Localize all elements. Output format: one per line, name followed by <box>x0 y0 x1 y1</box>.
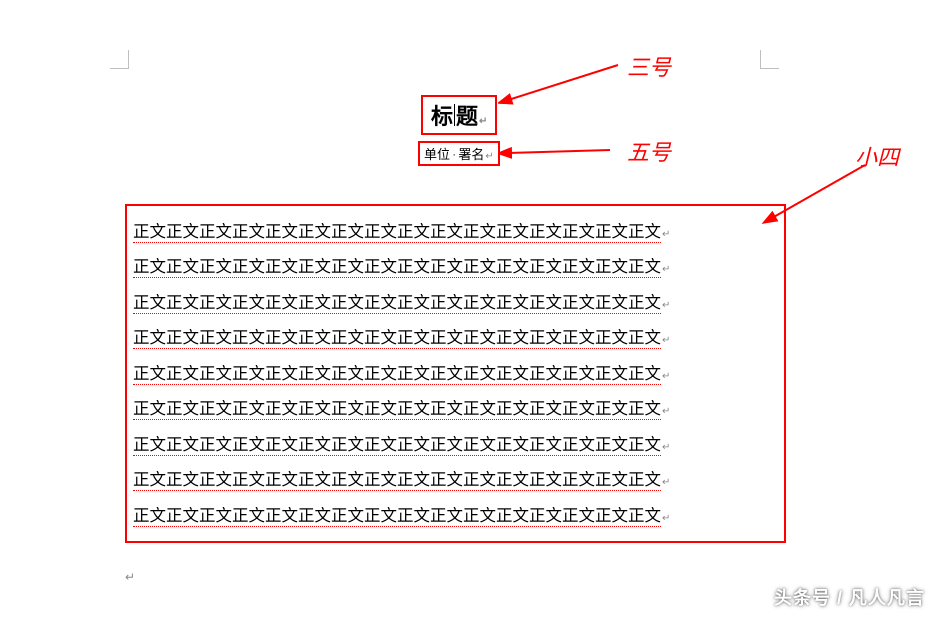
title-text-before: 标 <box>431 104 453 129</box>
paragraph-mark: ↵ <box>662 477 670 488</box>
byline-right: 署名 <box>458 147 484 162</box>
byline-box: 单位 · 署名↵ <box>418 141 500 166</box>
body-line-text: 正文正文正文正文正文正文正文正文正文正文正文正文正文正文正文正文 <box>133 435 661 456</box>
paragraph-mark-end: ↵ <box>125 570 135 584</box>
byline-left: 单位 <box>424 147 450 162</box>
body-line: 正文正文正文正文正文正文正文正文正文正文正文正文正文正文正文正文↵ <box>133 427 778 462</box>
body-line: 正文正文正文正文正文正文正文正文正文正文正文正文正文正文正文正文↵ <box>133 320 778 355</box>
body-line: 正文正文正文正文正文正文正文正文正文正文正文正文正文正文正文正文↵ <box>133 356 778 391</box>
body-line: 正文正文正文正文正文正文正文正文正文正文正文正文正文正文正文正文↵ <box>133 391 778 426</box>
body-line-text: 正文正文正文正文正文正文正文正文正文正文正文正文正文正文正文正文 <box>133 364 661 385</box>
paragraph-mark: ↵ <box>485 151 493 162</box>
paragraph-mark: ↵ <box>662 371 670 382</box>
title-text-after: 题 <box>456 104 478 129</box>
body-box: 正文正文正文正文正文正文正文正文正文正文正文正文正文正文正文正文↵正文正文正文正… <box>125 204 786 543</box>
page-corner-tr <box>760 50 779 69</box>
body-line: 正文正文正文正文正文正文正文正文正文正文正文正文正文正文正文正文↵ <box>133 498 778 533</box>
paragraph-mark: ↵ <box>662 442 670 453</box>
body-line-text: 正文正文正文正文正文正文正文正文正文正文正文正文正文正文正文正文 <box>133 257 661 278</box>
watermark: 头条号 / 凡人凡言 <box>774 584 925 610</box>
paragraph-mark: ↵ <box>662 264 670 275</box>
page-corner-tl <box>110 50 129 69</box>
body-line-text: 正文正文正文正文正文正文正文正文正文正文正文正文正文正文正文正文 <box>133 470 661 491</box>
body-line-text: 正文正文正文正文正文正文正文正文正文正文正文正文正文正文正文正文 <box>133 506 661 527</box>
annotation-wuhao: 五号 <box>627 135 671 167</box>
body-line-text: 正文正文正文正文正文正文正文正文正文正文正文正文正文正文正文正文 <box>133 399 661 420</box>
arrow-to-title <box>498 60 628 108</box>
arrow-to-byline <box>500 140 620 164</box>
paragraph-mark: ↵ <box>662 406 670 417</box>
paragraph-mark: ↵ <box>662 229 670 240</box>
body-line: 正文正文正文正文正文正文正文正文正文正文正文正文正文正文正文正文↵ <box>133 249 778 284</box>
body-line: 正文正文正文正文正文正文正文正文正文正文正文正文正文正文正文正文↵ <box>133 214 778 249</box>
body-line: 正文正文正文正文正文正文正文正文正文正文正文正文正文正文正文正文↵ <box>133 285 778 320</box>
paragraph-mark: ↵ <box>662 300 670 311</box>
body-line-text: 正文正文正文正文正文正文正文正文正文正文正文正文正文正文正文正文 <box>133 328 661 349</box>
body-line-text: 正文正文正文正文正文正文正文正文正文正文正文正文正文正文正文正文 <box>133 222 661 243</box>
annotation-xiaosi: 小四 <box>855 140 899 172</box>
text-cursor <box>454 104 455 126</box>
annotation-sanhao: 三号 <box>627 50 671 82</box>
title-box: 标题↵ <box>421 95 497 135</box>
paragraph-mark: ↵ <box>479 116 487 127</box>
paragraph-mark: ↵ <box>662 335 670 346</box>
body-line-text: 正文正文正文正文正文正文正文正文正文正文正文正文正文正文正文正文 <box>133 293 661 314</box>
body-line: 正文正文正文正文正文正文正文正文正文正文正文正文正文正文正文正文↵ <box>133 462 778 497</box>
paragraph-mark: ↵ <box>662 513 670 524</box>
